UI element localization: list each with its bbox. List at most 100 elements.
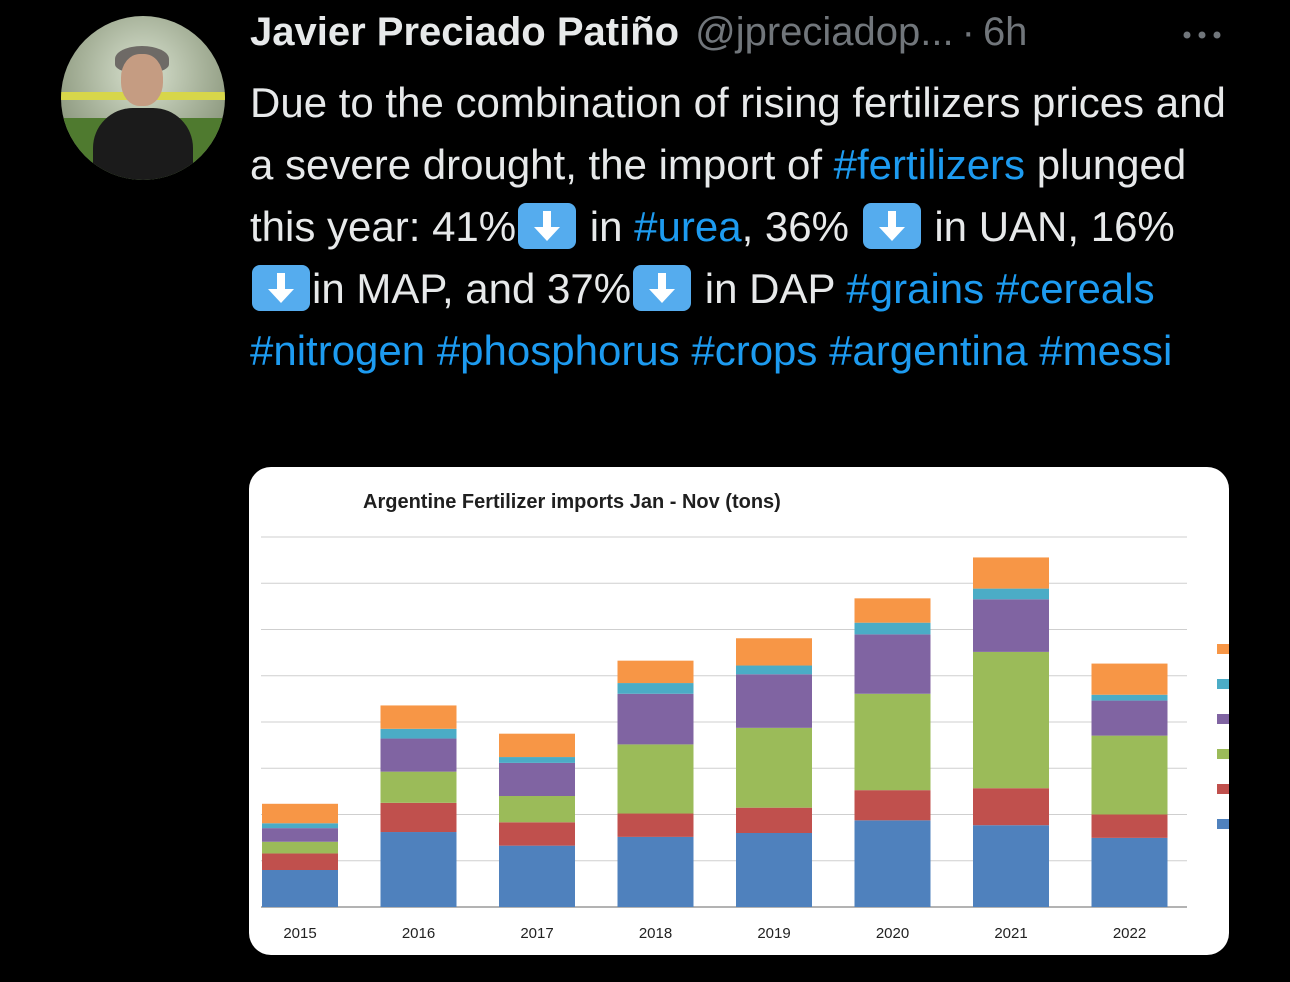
bar-segment xyxy=(262,841,338,854)
separator-dot: · xyxy=(961,10,975,54)
bar-segment xyxy=(617,813,694,837)
legend-swatch xyxy=(1217,714,1229,724)
tweet-text-part: Due to the combination of rising fertili… xyxy=(250,79,1226,188)
bar-segment xyxy=(262,823,338,829)
hashtag-nitrogen[interactable]: #nitrogen xyxy=(250,327,426,374)
x-tick-label: 2021 xyxy=(994,925,1027,942)
bar-segment xyxy=(854,820,931,907)
more-horizontal-icon xyxy=(1183,31,1221,39)
hashtag-argentina[interactable]: #argentina xyxy=(829,327,1028,374)
legend-swatch xyxy=(1217,819,1229,829)
bar-segment xyxy=(617,693,694,745)
bar-segment xyxy=(736,674,812,728)
bar-segment xyxy=(262,870,338,907)
bar-segment xyxy=(1091,735,1168,815)
chart-bars xyxy=(262,557,1168,907)
bar-segment xyxy=(380,705,457,729)
legend-swatch xyxy=(1217,784,1229,794)
bar-segment xyxy=(973,788,1049,826)
hashtag-urea[interactable]: #urea xyxy=(634,203,742,250)
bar-segment xyxy=(380,802,457,833)
chart-x-ticks: 2015 2016 2017 2018 2019 2020 2021 2022 xyxy=(283,925,1146,942)
bar-segment xyxy=(973,825,1049,907)
bar-segment xyxy=(499,733,575,758)
legend-swatch xyxy=(1217,749,1229,759)
bar-segment xyxy=(617,683,694,694)
hashtag-grains[interactable]: #grains xyxy=(846,265,985,312)
bar-segment xyxy=(380,728,457,739)
hashtag-phosphorus[interactable]: #phosphorus xyxy=(436,327,680,374)
bar-segment xyxy=(499,822,575,846)
bar-segment xyxy=(499,757,575,763)
x-tick-label: 2015 xyxy=(283,925,316,942)
tweet-text-part: in DAP xyxy=(693,265,847,312)
chart-legend xyxy=(1217,644,1229,829)
bar-segment xyxy=(736,638,812,666)
bar-segment xyxy=(854,790,931,821)
bar-segment xyxy=(499,796,575,823)
author-handle[interactable]: @jpreciadop... xyxy=(695,10,954,54)
bar-segment xyxy=(262,828,338,842)
tweet-text-part: in UAN, 16% xyxy=(922,203,1175,250)
bar-segment xyxy=(1091,694,1168,701)
bar-segment xyxy=(262,853,338,870)
bar-segment xyxy=(973,599,1049,652)
avatar[interactable] xyxy=(61,16,225,180)
bar-segment xyxy=(973,557,1049,589)
tweet-text-part: plunged this year: 41% xyxy=(250,141,1187,250)
bar-segment xyxy=(854,693,931,791)
bar-segment xyxy=(262,803,338,824)
bar-segment xyxy=(1091,814,1168,838)
hashtag-crops[interactable]: #crops xyxy=(691,327,818,374)
bar-segment xyxy=(617,660,694,684)
bar-segment xyxy=(380,738,457,772)
avatar-body xyxy=(93,108,193,180)
timestamp[interactable]: 6h xyxy=(982,10,1028,54)
bar-segment xyxy=(854,634,931,694)
legend-swatch xyxy=(1217,644,1229,654)
legend-swatch xyxy=(1217,679,1229,689)
avatar-face xyxy=(121,54,163,106)
down-arrow-emoji-icon xyxy=(633,265,692,311)
tweet-text: Due to the combination of rising fertili… xyxy=(250,72,1240,382)
x-tick-label: 2018 xyxy=(639,925,672,942)
hashtag-messi[interactable]: #messi xyxy=(1039,327,1173,374)
x-tick-label: 2020 xyxy=(876,925,909,942)
chart-title: Argentine Fertilizer imports Jan - Nov (… xyxy=(363,491,781,513)
bar-segment xyxy=(854,598,931,623)
x-tick-label: 2017 xyxy=(520,925,553,942)
x-tick-label: 2022 xyxy=(1113,925,1146,942)
fertilizer-imports-chart: Argentine Fertilizer imports Jan - Nov (… xyxy=(261,491,1229,942)
bar-segment xyxy=(736,727,812,808)
down-arrow-emoji-icon xyxy=(862,203,921,249)
down-arrow-emoji-icon xyxy=(252,265,310,311)
tweet-image[interactable]: Argentine Fertilizer imports Jan - Nov (… xyxy=(249,467,1229,955)
x-tick-label: 2019 xyxy=(757,925,790,942)
hashtag-fertilizers[interactable]: #fertilizers xyxy=(833,141,1026,188)
bar-segment xyxy=(736,833,812,907)
bar-segment xyxy=(1091,837,1168,907)
tweet-header: Javier Preciado Patiño @jpreciadop... · … xyxy=(250,10,1027,66)
bar-segment xyxy=(617,836,694,907)
tweet-text-part: in xyxy=(578,203,635,250)
tweet-text-part: , 36% xyxy=(741,203,861,250)
bar-segment xyxy=(380,771,457,803)
bar-segment xyxy=(736,665,812,675)
bar-segment xyxy=(617,744,694,814)
hashtag-cereals[interactable]: #cereals xyxy=(995,265,1155,312)
bar-segment xyxy=(380,832,457,907)
bar-segment xyxy=(973,588,1049,600)
bar-segment xyxy=(854,622,931,635)
tweet-text-part: in MAP, and 37% xyxy=(312,265,632,312)
author-name[interactable]: Javier Preciado Patiño xyxy=(250,10,680,54)
down-arrow-emoji-icon xyxy=(518,203,577,249)
bar-segment xyxy=(499,845,575,907)
bar-segment xyxy=(499,762,575,796)
bar-segment xyxy=(1091,663,1168,695)
x-tick-label: 2016 xyxy=(402,925,435,942)
bar-segment xyxy=(1091,700,1168,736)
more-options-button[interactable] xyxy=(1178,20,1228,50)
bar-segment xyxy=(736,807,812,833)
bar-segment xyxy=(973,651,1049,789)
